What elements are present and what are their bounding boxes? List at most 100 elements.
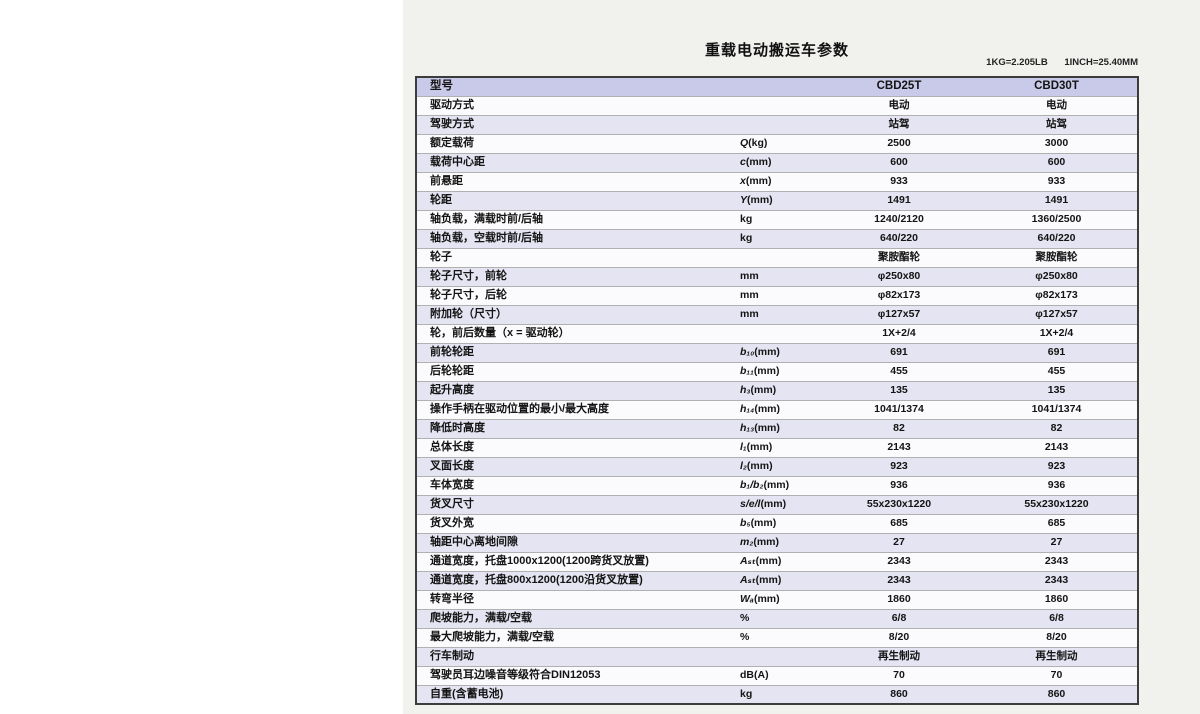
table-row: 后轮轮距 b₁₁(mm) 455 455: [416, 361, 1138, 381]
param-label: 后轮轮距: [416, 361, 726, 381]
value-cbd30t: φ82x173: [976, 285, 1138, 305]
param-symbol: [726, 646, 822, 666]
value-cbd30t: 1491: [976, 190, 1138, 210]
param-label: 总体长度: [416, 437, 726, 457]
page-title: 重载电动搬运车参数: [704, 42, 849, 59]
value-cbd25t: 2343: [822, 570, 976, 590]
value-cbd25t: 70: [822, 665, 976, 685]
value-cbd30t: 1360/2500: [976, 209, 1138, 229]
param-label: 起升高度: [416, 380, 726, 400]
table-row: 驾驶方式 站驾 站驾: [416, 114, 1138, 134]
value-cbd30t: 70: [976, 665, 1138, 685]
value-cbd25t: 860: [822, 684, 976, 704]
value-cbd25t: 82: [822, 418, 976, 438]
value-cbd25t: 1860: [822, 589, 976, 609]
table-row: 最大爬坡能力，满载/空载 % 8/20 8/20: [416, 627, 1138, 647]
table-row: 车体宽度 b₁/b₂(mm) 936 936: [416, 475, 1138, 495]
value-cbd30t: 923: [976, 456, 1138, 476]
table-row: 操作手柄在驱动位置的最小/最大高度 h₁₄(mm) 1041/1374 1041…: [416, 399, 1138, 419]
value-cbd30t: 2343: [976, 570, 1138, 590]
value-cbd30t: 135: [976, 380, 1138, 400]
table-row: 轮距 Y(mm) 1491 1491: [416, 190, 1138, 210]
param-symbol: mm: [726, 304, 822, 324]
table-row: 前悬距 x(mm) 933 933: [416, 171, 1138, 191]
param-symbol: h₁₄(mm): [726, 399, 822, 419]
param-symbol: [726, 95, 822, 115]
param-label: 载荷中心距: [416, 152, 726, 172]
param-symbol: b₁₁(mm): [726, 361, 822, 381]
param-label: 货叉尺寸: [416, 494, 726, 514]
param-label: 轴距中心离地间隙: [416, 532, 726, 552]
table-row: 总体长度 l₁(mm) 2143 2143: [416, 437, 1138, 457]
value-cbd25t: 站驾: [822, 114, 976, 134]
value-cbd25t: 电动: [822, 95, 976, 115]
value-cbd25t: 2500: [822, 133, 976, 153]
value-cbd30t: 600: [976, 152, 1138, 172]
param-label: 叉面长度: [416, 456, 726, 476]
param-label: 轮子: [416, 247, 726, 267]
param-label: 轮，前后数量（x = 驱动轮）: [416, 323, 726, 343]
value-cbd30t: 8/20: [976, 627, 1138, 647]
value-cbd30t: 1X+2/4: [976, 323, 1138, 343]
param-symbol: x(mm): [726, 171, 822, 191]
value-cbd30t: 55x230x1220: [976, 494, 1138, 514]
value-cbd30t: 691: [976, 342, 1138, 362]
param-symbol: kg: [726, 209, 822, 229]
table-row: 通道宽度，托盘1000x1200(1200跨货叉放置) Aₛₜ(mm) 2343…: [416, 551, 1138, 571]
param-label: 操作手柄在驱动位置的最小/最大高度: [416, 399, 726, 419]
param-label: 自重(含蓄电池): [416, 684, 726, 704]
value-cbd30t: 640/220: [976, 228, 1138, 248]
param-symbol: %: [726, 608, 822, 628]
param-label: 驾驶方式: [416, 114, 726, 134]
param-label: 轮子尺寸，前轮: [416, 266, 726, 286]
param-symbol: l₂(mm): [726, 456, 822, 476]
table-row: 附加轮（尺寸） mm φ127x57 φ127x57: [416, 304, 1138, 324]
value-cbd30t: φ250x80: [976, 266, 1138, 286]
param-symbol: Wₐ(mm): [726, 589, 822, 609]
table-row: 载荷中心距 c(mm) 600 600: [416, 152, 1138, 172]
value-cbd25t: 聚胺酯轮: [822, 247, 976, 267]
table-row: 前轮轮距 b₁₀(mm) 691 691: [416, 342, 1138, 362]
table-row: 轴距中心离地间隙 m₂(mm) 27 27: [416, 532, 1138, 552]
value-cbd30t: 2143: [976, 437, 1138, 457]
param-symbol: kg: [726, 684, 822, 704]
value-cbd25t: 455: [822, 361, 976, 381]
param-symbol: m₂(mm): [726, 532, 822, 552]
value-cbd30t: 933: [976, 171, 1138, 191]
value-cbd25t: 923: [822, 456, 976, 476]
value-cbd30t: 聚胺酯轮: [976, 247, 1138, 267]
value-cbd30t: 936: [976, 475, 1138, 495]
param-label: 轮距: [416, 190, 726, 210]
value-cbd25t: 640/220: [822, 228, 976, 248]
param-label: 通道宽度，托盘800x1200(1200沿货叉放置): [416, 570, 726, 590]
table-row: 货叉外宽 b₅(mm) 685 685: [416, 513, 1138, 533]
param-symbol: h₃(mm): [726, 380, 822, 400]
value-cbd30t: 电动: [976, 95, 1138, 115]
table-header-row: 型号 CBD25T CBD30T: [416, 77, 1138, 96]
param-label: 轴负载，满载时前/后轴: [416, 209, 726, 229]
param-label: 转弯半径: [416, 589, 726, 609]
value-cbd30t: 455: [976, 361, 1138, 381]
param-symbol: Aₛₜ(mm): [726, 570, 822, 590]
unit-conversion-note: 1KG=2.205LB 1INCH=25.40MM: [416, 57, 1138, 68]
table-row: 轮子尺寸，前轮 mm φ250x80 φ250x80: [416, 266, 1138, 286]
value-cbd30t: 685: [976, 513, 1138, 533]
value-cbd25t: 2343: [822, 551, 976, 571]
spec-table: 型号 CBD25T CBD30T 驱动方式 电动 电动 驾驶方式 站驾 站驾 额…: [415, 76, 1139, 705]
table-row: 轴负载，满载时前/后轴 kg 1240/2120 1360/2500: [416, 209, 1138, 229]
value-cbd25t: 再生制动: [822, 646, 976, 666]
value-cbd30t: 1860: [976, 589, 1138, 609]
table-row: 额定载荷 Q(kg) 2500 3000: [416, 133, 1138, 153]
value-cbd30t: 3000: [976, 133, 1138, 153]
param-label: 额定载荷: [416, 133, 726, 153]
param-symbol: l₁(mm): [726, 437, 822, 457]
value-cbd25t: 685: [822, 513, 976, 533]
table-row: 自重(含蓄电池) kg 860 860: [416, 684, 1138, 704]
param-label: 通道宽度，托盘1000x1200(1200跨货叉放置): [416, 551, 726, 571]
param-symbol: [726, 114, 822, 134]
value-cbd25t: 600: [822, 152, 976, 172]
unit-note-kg: 1KG=2.205LB: [986, 57, 1048, 68]
table-row: 爬坡能力，满载/空载 % 6/8 6/8: [416, 608, 1138, 628]
param-label: 行车制动: [416, 646, 726, 666]
